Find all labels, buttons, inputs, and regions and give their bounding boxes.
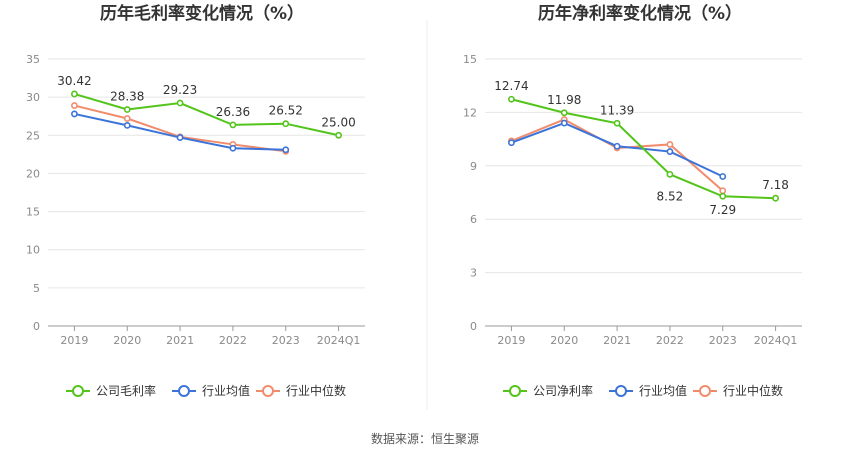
chart-title: 历年毛利率变化情况（%） — [100, 3, 304, 24]
x-tick-label: 2021 — [166, 334, 194, 347]
x-tick-label: 2022 — [219, 334, 247, 347]
x-tick-label: 2023 — [272, 334, 300, 347]
data-point — [666, 148, 674, 155]
data-point — [123, 115, 131, 122]
data-label: 8.52 — [657, 189, 684, 203]
data-point — [666, 141, 674, 148]
y-tick-label: 9 — [470, 160, 477, 173]
data-point — [229, 121, 237, 129]
data-point — [719, 173, 727, 180]
y-tick-label: 3 — [470, 267, 477, 280]
y-tick-label: 0 — [33, 320, 40, 333]
data-point — [719, 192, 727, 200]
series-line — [511, 98, 776, 200]
legend-label: 公司净利率 — [533, 383, 593, 398]
data-point — [508, 95, 515, 103]
data-point — [71, 90, 78, 98]
legend-label: 行业均值 — [639, 383, 687, 398]
y-tick-label: 10 — [26, 244, 40, 257]
y-tick-label: 6 — [470, 213, 477, 226]
x-tick-label: 2023 — [709, 334, 737, 347]
data-point — [508, 139, 515, 147]
legend-marker-icon — [72, 385, 84, 397]
legend-item[interactable]: 行业均值 — [609, 383, 687, 398]
legend-label: 公司毛利率 — [96, 383, 156, 398]
data-point — [560, 119, 568, 127]
data-point — [335, 131, 342, 139]
y-tick-label: 30 — [26, 91, 40, 104]
y-tick-label: 15 — [26, 206, 40, 219]
x-tick-label: 2020 — [550, 334, 578, 347]
net-margin-chart: 历年净利率变化情况（%） 0 3 6 9 12 15 2019 2020 2021 2022 2023… — [463, 3, 802, 398]
legend-marker-icon — [699, 385, 711, 397]
x-tick-label: 2020 — [113, 334, 141, 347]
data-point — [772, 194, 779, 202]
data-point — [71, 110, 78, 118]
gross-margin-chart: 历年毛利率变化情况（%） 0 5 10 15 20 25 30 35 2019 2020 2021 20… — [26, 3, 365, 398]
y-tick-label: 15 — [463, 53, 477, 66]
x-tick-label: 2019 — [60, 334, 88, 347]
x-tick-label: 2021 — [603, 334, 631, 347]
chart-title: 历年净利率变化情况（%） — [538, 3, 742, 24]
legend-marker-icon — [509, 385, 521, 397]
x-tick-label: 2024Q1 — [317, 334, 361, 347]
data-point — [613, 142, 621, 150]
x-tick-label: 2019 — [497, 334, 525, 347]
series-line — [74, 112, 286, 151]
data-label: 30.42 — [57, 74, 91, 88]
data-point — [282, 120, 290, 128]
legend-marker-icon — [178, 385, 190, 397]
legend-marker-icon — [262, 385, 274, 397]
data-point — [666, 170, 674, 178]
data-label: 26.36 — [216, 105, 250, 119]
data-label: 7.18 — [762, 178, 789, 192]
legend-label: 行业均值 — [202, 383, 250, 398]
data-point — [613, 119, 621, 127]
data-label: 12.74 — [494, 79, 528, 93]
x-tick-label: 2024Q1 — [754, 334, 798, 347]
legend-item[interactable]: 公司净利率 — [503, 383, 593, 398]
data-point — [176, 99, 184, 107]
series-line — [74, 104, 286, 153]
data-point — [123, 106, 131, 113]
legend-item[interactable]: 公司毛利率 — [66, 383, 156, 398]
y-tick-label: 5 — [33, 282, 40, 295]
legend-item[interactable]: 行业中位数 — [693, 383, 783, 398]
y-tick-label: 0 — [470, 320, 477, 333]
data-point — [719, 187, 727, 195]
data-point — [123, 121, 131, 129]
data-point — [71, 102, 78, 109]
data-point — [176, 134, 184, 141]
data-source-note: 数据来源：恒生聚源 — [371, 431, 479, 446]
legend-marker-icon — [615, 385, 627, 397]
data-label: 7.29 — [709, 203, 736, 217]
data-point — [282, 146, 290, 154]
data-label: 28.38 — [110, 90, 144, 104]
data-label: 26.52 — [269, 104, 303, 118]
legend-label: 行业中位数 — [286, 383, 346, 398]
y-tick-label: 35 — [26, 53, 40, 66]
legend-item[interactable]: 行业中位数 — [256, 383, 346, 398]
y-tick-label: 12 — [463, 106, 477, 119]
x-tick-label: 2022 — [656, 334, 684, 347]
data-label: 29.23 — [163, 83, 197, 97]
legend-label: 行业中位数 — [723, 383, 783, 398]
data-point — [229, 144, 237, 152]
y-tick-label: 20 — [26, 167, 40, 180]
data-point — [560, 109, 568, 117]
legend-item[interactable]: 行业均值 — [172, 383, 250, 398]
data-label: 11.39 — [600, 103, 634, 117]
data-label: 25.00 — [321, 115, 355, 129]
y-tick-label: 25 — [26, 129, 40, 142]
series-line — [74, 92, 339, 137]
data-label: 11.98 — [547, 93, 581, 107]
